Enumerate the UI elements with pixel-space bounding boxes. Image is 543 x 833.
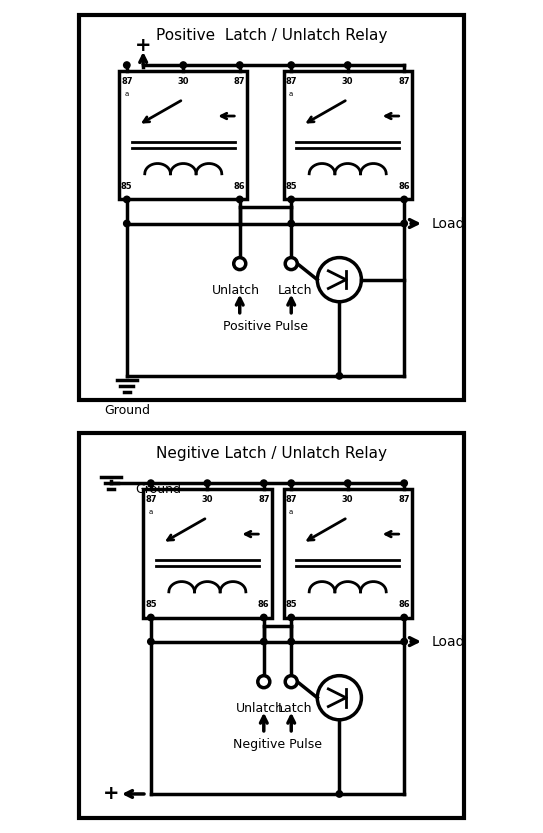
Circle shape [237,197,243,202]
Circle shape [258,676,270,688]
Text: Negitive Latch / Unlatch Relay: Negitive Latch / Unlatch Relay [156,446,387,461]
Text: Ground: Ground [135,482,181,496]
Text: 85: 85 [121,182,132,191]
Text: 87: 87 [286,77,297,86]
Circle shape [124,220,130,227]
Text: 87: 87 [145,495,156,504]
Circle shape [261,480,267,486]
Circle shape [401,197,407,202]
Text: 87: 87 [286,495,297,504]
Text: 87: 87 [399,77,410,86]
Text: +: + [135,36,151,54]
Circle shape [336,791,343,797]
Text: a: a [149,509,153,516]
Text: Unlatch: Unlatch [212,284,260,297]
Text: 30: 30 [178,77,189,86]
Circle shape [288,614,294,621]
Bar [283,489,412,617]
Circle shape [401,638,407,645]
Circle shape [261,638,267,645]
Text: Load: Load [432,635,465,649]
Circle shape [148,480,154,486]
Circle shape [148,638,154,645]
Circle shape [401,480,407,486]
Text: 86: 86 [234,182,245,191]
Bar [119,71,248,199]
Text: Latch: Latch [278,701,312,715]
Circle shape [285,676,297,688]
Circle shape [124,62,130,68]
Text: 86: 86 [399,601,410,609]
Text: 86: 86 [399,182,410,191]
Text: Latch: Latch [278,284,312,297]
Circle shape [261,614,267,621]
Circle shape [344,62,351,68]
Text: 30: 30 [342,495,353,504]
Circle shape [180,62,186,68]
Circle shape [288,480,294,486]
Text: a: a [289,509,293,516]
Text: 87: 87 [234,77,245,86]
Text: 30: 30 [342,77,353,86]
Circle shape [124,197,130,202]
Text: 87: 87 [121,77,132,86]
Text: Unlatch: Unlatch [236,701,284,715]
Circle shape [317,676,362,720]
Circle shape [148,614,154,621]
Circle shape [401,220,407,227]
Circle shape [401,614,407,621]
Text: 85: 85 [145,601,157,609]
Text: +: + [103,785,119,804]
Bar [283,71,412,199]
Text: Positive  Latch / Unlatch Relay: Positive Latch / Unlatch Relay [156,27,387,42]
Text: 85: 85 [286,601,297,609]
Text: 30: 30 [201,495,213,504]
Circle shape [285,257,297,270]
Text: 85: 85 [286,182,297,191]
Text: a: a [125,91,129,97]
Text: Load: Load [432,217,465,231]
Text: 87: 87 [399,495,410,504]
Circle shape [288,197,294,202]
Circle shape [317,257,362,302]
Circle shape [336,372,343,379]
Circle shape [237,62,243,68]
Circle shape [288,220,294,227]
Text: a: a [289,91,293,97]
Circle shape [344,480,351,486]
Circle shape [288,638,294,645]
Text: 86: 86 [258,601,270,609]
Text: Negitive Pulse: Negitive Pulse [233,738,322,751]
Text: Positive Pulse: Positive Pulse [223,320,308,332]
Text: Ground: Ground [104,404,150,417]
Circle shape [288,62,294,68]
Text: 87: 87 [258,495,269,504]
Circle shape [204,480,211,486]
Bar [143,489,272,617]
Circle shape [233,257,246,270]
